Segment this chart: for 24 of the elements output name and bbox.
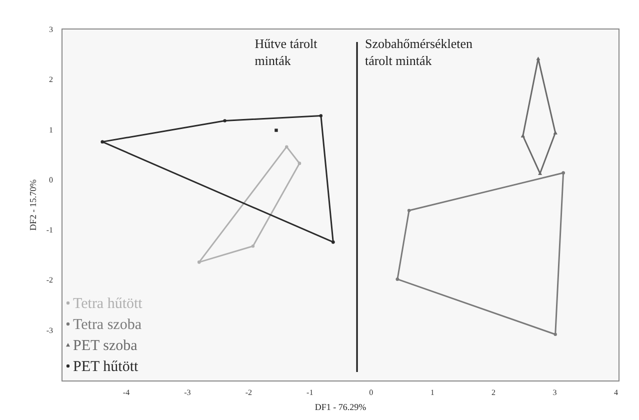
x-tick-label: 1 (430, 388, 434, 397)
y-axis-title: DF2 - 15.70% (28, 178, 38, 231)
y-tick-label: 0 (49, 175, 53, 184)
x-tick-label: 4 (614, 388, 618, 397)
x-tick-label: 2 (492, 388, 496, 397)
x-tick-label: -2 (245, 388, 252, 397)
x-tick-label: -1 (306, 388, 314, 397)
x-tick-label: -3 (184, 388, 191, 397)
x-tick-label: 3 (552, 388, 557, 397)
y-tick-label: 3 (49, 25, 53, 34)
x-axis-title: DF1 - 76.29% (314, 402, 367, 412)
y-tick-label: -1 (46, 226, 53, 235)
x-tick-label: 0 (369, 388, 374, 397)
legend-label: Tetra hűtött (73, 296, 144, 312)
annotation: Hűtve tárolt minták (254, 36, 318, 68)
legend-label: PET szoba (73, 338, 138, 354)
legend-label: Tetra szoba (73, 317, 142, 333)
y-tick-label: 1 (49, 125, 53, 134)
y-tick-label: -2 (46, 276, 53, 285)
annotation: Szobahőmérsékleten tárolt minták (364, 36, 474, 68)
x-tick-label: -4 (122, 388, 130, 397)
legend-label: PET hűtött (73, 359, 139, 375)
y-tick-label: -3 (46, 326, 53, 335)
y-tick-label: 2 (49, 75, 53, 84)
